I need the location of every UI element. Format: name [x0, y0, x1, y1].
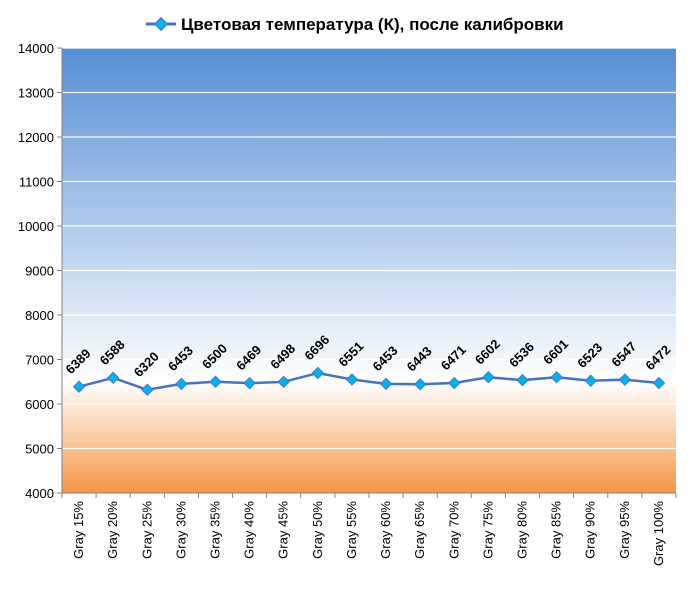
- x-tick-label: Gray 30%: [173, 501, 188, 559]
- data-point: [516, 373, 529, 387]
- y-tick-label: 11000: [19, 175, 54, 190]
- x-tick-label: Gray 90%: [583, 501, 598, 559]
- data-point: [652, 376, 666, 390]
- series-line: [78, 371, 660, 392]
- x-tick-label: Gray 85%: [549, 501, 564, 559]
- x-tick-label: Gray 95%: [617, 501, 632, 559]
- y-axis: 4000 5000 6000 7000 8000 9000 10000 11000 12000 1…: [18, 41, 63, 501]
- x-tick-label: Gray 40%: [242, 501, 257, 559]
- data-point: [175, 377, 188, 391]
- data-point: [209, 375, 222, 388]
- y-tick-label: 9000: [25, 264, 54, 279]
- x-tick-label: Gray 55%: [344, 501, 359, 559]
- chart-legend: Цветовая температура (К), после калибров…: [146, 15, 564, 34]
- y-tick-label: 6000: [25, 397, 54, 412]
- x-tick-label: Gray 75%: [480, 501, 495, 559]
- plot-background: [62, 48, 676, 493]
- gridlines: [62, 47, 676, 450]
- x-tick-label: Gray 15%: [71, 501, 86, 559]
- y-tick-label: 7000: [25, 353, 54, 368]
- series-polyline: [78, 371, 660, 392]
- plot-bg-upper: [62, 48, 676, 382]
- x-axis: Gray 15% Gray 20% Gray 25% Gray 30% Gray 35%…: [61, 492, 677, 566]
- legend-marker-swatch: [153, 16, 169, 32]
- data-point: [550, 371, 563, 384]
- data-point: [448, 376, 461, 390]
- y-tick-label: 5000: [25, 442, 54, 457]
- data-point: [243, 376, 256, 390]
- y-tick-label: 4000: [25, 486, 54, 501]
- y-tick-label: 14000: [18, 41, 54, 56]
- x-tick-label: Gray 45%: [276, 501, 291, 559]
- data-point: [482, 370, 495, 384]
- x-tick-label: Gray 65%: [412, 501, 427, 559]
- data-point: [311, 366, 325, 380]
- series-markers: [72, 366, 666, 396]
- x-tick-label: Gray 60%: [378, 501, 393, 559]
- x-tick-label: Gray 50%: [310, 501, 325, 559]
- data-point: [106, 371, 120, 385]
- data-point: [413, 378, 427, 391]
- data-point: [345, 373, 359, 386]
- plot-bg-lower: [62, 381, 676, 493]
- chart-title: Цветовая температура (К), после калибров…: [181, 15, 564, 34]
- x-tick-label: Gray 25%: [139, 501, 154, 559]
- y-tick-label: 12000: [18, 130, 54, 145]
- y-tick-label: 10000: [18, 219, 54, 234]
- x-tick-label: Gray 20%: [105, 501, 120, 559]
- data-point: [277, 375, 290, 389]
- x-tick-label: Gray 100%: [651, 501, 666, 566]
- x-tick-label: Gray 70%: [446, 501, 461, 559]
- x-tick-label: Gray 35%: [208, 501, 223, 559]
- x-tick-label: Gray 80%: [515, 501, 530, 559]
- data-point: [379, 377, 393, 391]
- data-point: [584, 374, 597, 387]
- y-tick-label: 13000: [18, 86, 54, 101]
- y-tick-label: 8000: [25, 308, 54, 323]
- data-point: [618, 373, 632, 386]
- data-point: [72, 380, 86, 393]
- data-point: [141, 383, 154, 396]
